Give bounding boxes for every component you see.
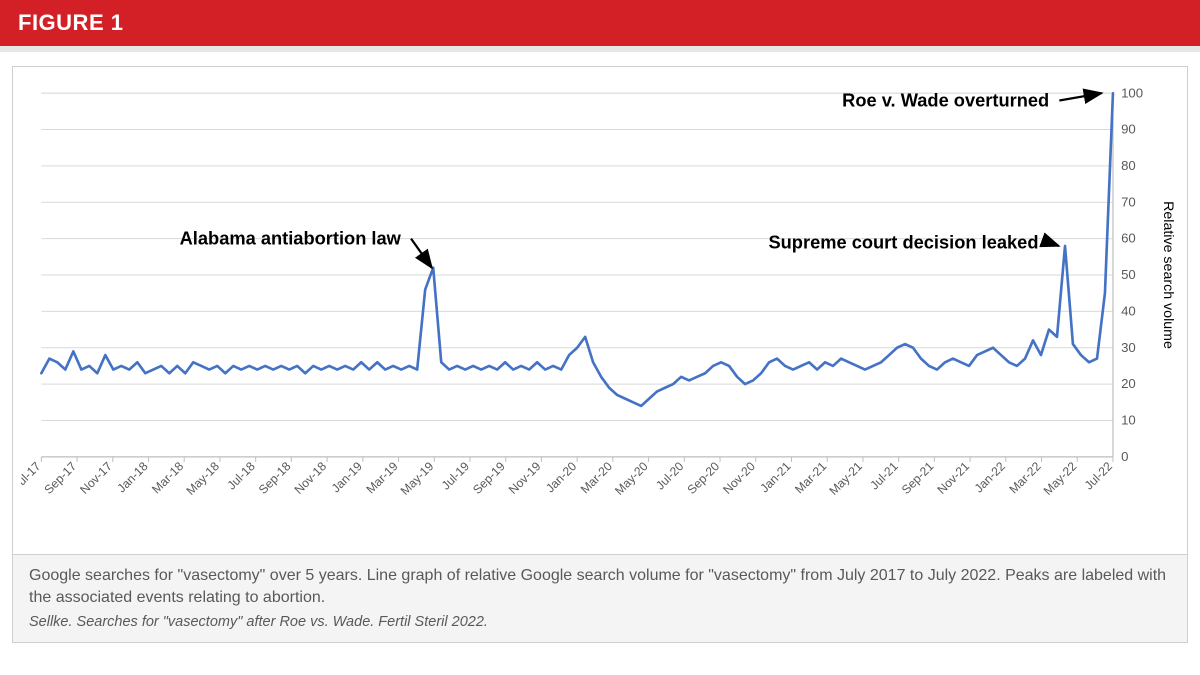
- line-chart-svg: 0 10 20 30 40 50 60 70 80 90 100 Jul-17Sep-17Nov-17…: [21, 81, 1179, 548]
- svg-text:Sep-19: Sep-19: [470, 459, 508, 497]
- chart-area: 0 10 20 30 40 50 60 70 80 90 100 Jul-17Sep-17Nov-17…: [12, 66, 1188, 555]
- figure-banner: FIGURE 1: [0, 0, 1200, 46]
- svg-text:Mar-18: Mar-18: [149, 459, 186, 496]
- svg-text:Nov-17: Nov-17: [77, 459, 115, 497]
- svg-text:Jan-19: Jan-19: [329, 459, 365, 495]
- svg-text:Sep-17: Sep-17: [42, 459, 80, 497]
- svg-text:Nov-18: Nov-18: [292, 459, 330, 497]
- svg-text:0: 0: [1121, 449, 1128, 464]
- svg-text:40: 40: [1121, 303, 1136, 318]
- svg-text:Nov-20: Nov-20: [720, 459, 758, 497]
- svg-text:May-22: May-22: [1041, 459, 1080, 498]
- caption-text: Google searches for "vasectomy" over 5 y…: [29, 565, 1171, 608]
- svg-text:100: 100: [1121, 85, 1143, 100]
- svg-text:Roe v. Wade overturned: Roe v. Wade overturned: [842, 90, 1049, 111]
- svg-text:10: 10: [1121, 413, 1136, 428]
- svg-text:70: 70: [1121, 194, 1136, 209]
- svg-text:Nov-19: Nov-19: [506, 459, 544, 497]
- banner-strip: [0, 46, 1200, 52]
- svg-text:Mar-22: Mar-22: [1006, 459, 1043, 496]
- svg-text:Jan-21: Jan-21: [757, 459, 793, 495]
- svg-text:Jul-19: Jul-19: [439, 459, 473, 493]
- svg-text:Mar-21: Mar-21: [792, 459, 829, 496]
- svg-text:50: 50: [1121, 267, 1136, 282]
- svg-text:Mar-20: Mar-20: [578, 459, 615, 496]
- svg-text:Sep-18: Sep-18: [256, 459, 294, 497]
- svg-text:Jul-20: Jul-20: [653, 459, 687, 493]
- svg-text:Supreme court decision leaked: Supreme court decision leaked: [768, 231, 1038, 252]
- svg-text:Jul-18: Jul-18: [224, 459, 258, 493]
- figure-banner-label: FIGURE 1: [18, 10, 123, 35]
- svg-text:May-18: May-18: [183, 459, 222, 498]
- svg-text:Nov-21: Nov-21: [935, 459, 973, 497]
- svg-text:Relative search volume: Relative search volume: [1160, 201, 1176, 349]
- svg-text:Sep-20: Sep-20: [684, 459, 722, 497]
- figure-container: FIGURE 1 0102030405060708090100Jul-17Sep…: [0, 0, 1200, 643]
- svg-text:May-20: May-20: [612, 459, 651, 498]
- citation-text: Sellke. Searches for "vasectomy" after R…: [29, 614, 1171, 630]
- svg-text:May-21: May-21: [826, 459, 865, 498]
- svg-text:Jan-22: Jan-22: [972, 459, 1008, 495]
- svg-text:Jul-17: Jul-17: [21, 459, 44, 493]
- svg-text:Jan-20: Jan-20: [543, 459, 579, 495]
- svg-text:Mar-19: Mar-19: [363, 459, 400, 496]
- svg-text:Sep-21: Sep-21: [899, 459, 937, 497]
- svg-text:60: 60: [1121, 231, 1136, 246]
- svg-text:Alabama antiabortion law: Alabama antiabortion law: [180, 228, 402, 249]
- svg-text:May-19: May-19: [398, 459, 437, 498]
- svg-text:Jul-22: Jul-22: [1082, 459, 1116, 493]
- caption-block: Google searches for "vasectomy" over 5 y…: [12, 555, 1188, 643]
- svg-text:90: 90: [1121, 122, 1136, 137]
- svg-text:Jan-18: Jan-18: [114, 459, 150, 495]
- svg-text:20: 20: [1121, 376, 1136, 391]
- svg-text:Jul-21: Jul-21: [867, 459, 901, 493]
- svg-text:80: 80: [1121, 158, 1136, 173]
- svg-text:30: 30: [1121, 340, 1136, 355]
